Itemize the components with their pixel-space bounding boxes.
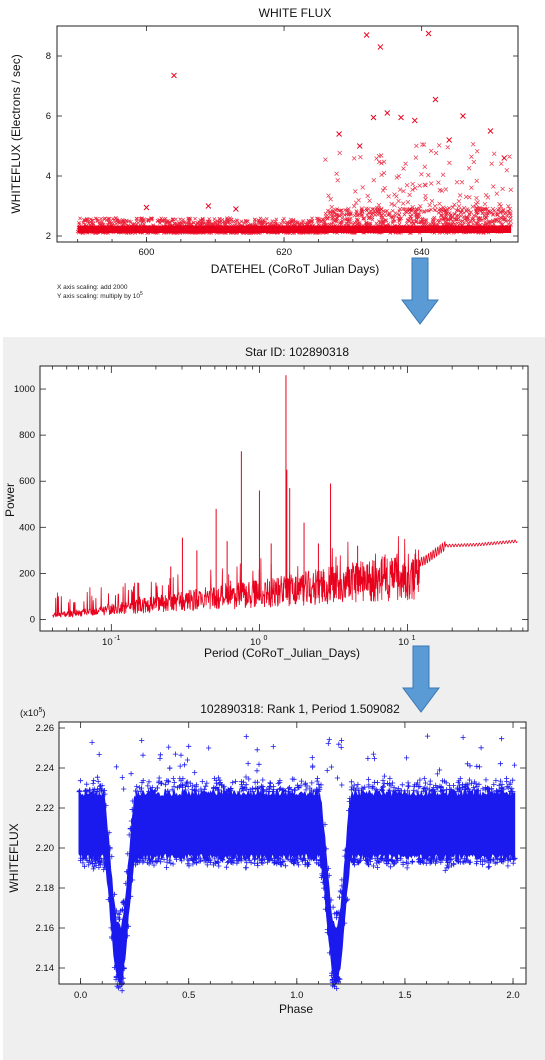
chart1-outlier-point (425, 30, 432, 37)
chart2-xlabel: Period (CoRoT_Julian_Days) (204, 646, 360, 660)
chart3-ytick-label: 2.18 (36, 883, 55, 894)
chart1-xtick-label: 640 (414, 247, 430, 258)
chart3-band-fill (78, 788, 516, 988)
chart1-upper-points (323, 142, 514, 212)
chart3-xtick-label: 1.0 (290, 990, 303, 1001)
chart2-ytick-label: 400 (19, 522, 35, 533)
chart1-outlier-point (205, 203, 212, 209)
chart2-ylabel: Power (3, 483, 17, 517)
chart3-title: 102890318: Rank 1, Period 1.509082 (200, 702, 400, 716)
chart1-outlier-point (363, 32, 370, 38)
chart2-ytick-label: 600 (19, 476, 35, 487)
chart3-ytick-label: 2.22 (36, 803, 55, 814)
chart1-outlier-point (411, 117, 418, 124)
note-y-scaling-text: Y axis scaling: multiply by 10 (57, 293, 140, 300)
chart1-outlier-point (143, 204, 150, 211)
chart3-ytick-label: 2.16 (36, 923, 55, 934)
note-y-scaling-exp: 5 (140, 291, 143, 297)
chart3-ytick-label: 2.26 (36, 723, 55, 734)
chart1-xlabel: DATEHEL (CoRoT Julian Days) (211, 262, 380, 276)
note-x-scaling: X axis scaling: add 2000 (57, 284, 128, 291)
chart2-xtick-label: 10 (102, 637, 113, 648)
chart3-axes: 0.0 0.5 1.0 1.5 2.0 2.14 2.16 2.18 2.20 2.22 2.24 2… (36, 722, 526, 1001)
chart3-xlabel: Phase (279, 1002, 313, 1016)
chart2-title: Star ID: 102890318 (245, 345, 349, 359)
chart2-ytick-label: 800 (19, 430, 35, 441)
chart1-outlier-point (377, 44, 384, 50)
chart2-ytick-label: 1000 (14, 384, 35, 395)
chart3-points (76, 733, 518, 994)
chart1-title: WHITE FLUX (259, 6, 332, 20)
chart3-marks (76, 733, 518, 994)
chart3-yscale-prefix: (x10 (20, 708, 38, 719)
chart2-power-line (52, 536, 518, 618)
chart1-ytick-label: 4 (46, 171, 51, 182)
note-y-scaling: Y axis scaling: multiply by 105 (57, 291, 143, 300)
chart1-xtick-label: 600 (139, 247, 155, 258)
chart3-xtick-label: 0.0 (74, 990, 87, 1001)
chart3-xtick-label: 0.5 (182, 990, 195, 1001)
chart2-xtick-label: 10 (250, 637, 261, 648)
chart1-outlier-point (487, 128, 494, 134)
chart1-outlier-point (460, 113, 466, 119)
chart1-ytick-label: 2 (46, 231, 51, 242)
chart2-xtick-exponent: -1 (114, 635, 120, 642)
chart1-ytick-label: 6 (46, 111, 51, 122)
chart-white-flux: WHITE FLUX 600 620 640 2 4 6 8 DATEHEL (CoRoT … (9, 6, 519, 300)
chart1-frame (56, 25, 519, 243)
chart3-yscale-exp: 5 (38, 707, 42, 714)
chart3-xtick-label: 1.5 (398, 990, 411, 1001)
chart1-ylabel: WHITEFLUX (Electrons / sec) (9, 54, 23, 213)
chart1-outlier-point (233, 206, 239, 212)
chart1-outlier-point (356, 143, 363, 149)
chart3-ytick-label: 2.14 (36, 963, 55, 974)
chart1-band-floor (77, 225, 512, 233)
chart3-ytick-label: 2.20 (36, 843, 55, 854)
chart2-ytick-label: 200 (19, 568, 35, 579)
chart1-marks (75, 30, 514, 235)
chart1-outlier-point (370, 114, 377, 121)
arrow-down-icon (402, 645, 440, 713)
arrow-down-icon (401, 257, 439, 325)
chart2-xtick-exponent: 1 (412, 635, 416, 642)
chart2-xtick-label: 10 (398, 637, 409, 648)
chart1-outlier-point (171, 72, 177, 79)
chart1-ytick-label: 8 (46, 51, 51, 62)
chart1-axes: 600 620 640 2 4 6 8 (46, 26, 518, 258)
chart1-outlier-point (446, 137, 453, 143)
chart1-outlier-point (398, 114, 404, 121)
chart2-xtick-exponent: 0 (263, 635, 267, 642)
chart3-frame (58, 721, 527, 985)
chart2-marks (52, 375, 518, 618)
chart3-ylabel: WHITEFLUX (7, 823, 21, 892)
chart3-ytick-label: 2.24 (36, 763, 55, 774)
chart2-ytick-label: 0 (30, 614, 35, 625)
chart1-outlier-point (336, 131, 342, 137)
chart1-outlier-point (432, 96, 439, 103)
chart1-outlier-point (501, 155, 508, 161)
chart3-yscale-label: (x105) (20, 707, 46, 719)
chart3-yscale-suffix: ) (42, 708, 45, 719)
chart3-xtick-label: 2.0 (506, 990, 519, 1001)
chart1-xtick-label: 620 (276, 247, 292, 258)
chart2-frame (39, 365, 529, 632)
chart1-outlier-point (384, 110, 391, 116)
chart-phase-fold: 102890318: Rank 1, Period 1.509082 (x105… (7, 702, 527, 1016)
